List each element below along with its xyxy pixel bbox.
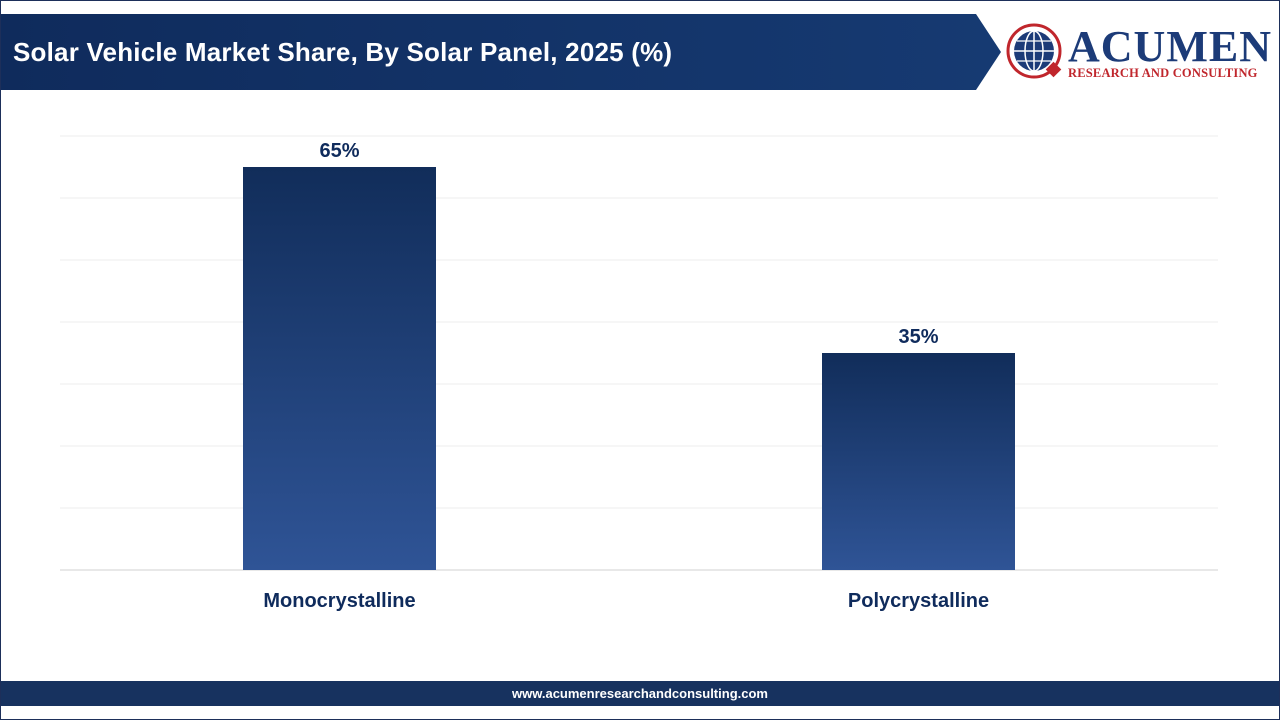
- title-bar: Solar Vehicle Market Share, By Solar Pan…: [1, 14, 1001, 90]
- category-label-monocrystalline: Monocrystalline: [263, 590, 415, 612]
- data-label-monocrystalline: 65%: [319, 140, 359, 162]
- category-label-polycrystalline: Polycrystalline: [848, 590, 989, 612]
- grid-lines: [60, 135, 1218, 509]
- page-title: Solar Vehicle Market Share, By Solar Pan…: [13, 37, 673, 67]
- logo-subtitle: RESEARCH AND CONSULTING: [1068, 66, 1258, 80]
- acumen-logo: ACUMEN RESEARCH AND CONSULTING: [1006, 22, 1271, 84]
- data-label-polycrystalline: 35%: [898, 326, 938, 348]
- logo-wordmark: ACUMEN: [1068, 22, 1272, 71]
- footer-url: www.acumenresearchandconsulting.com: [1, 681, 1279, 706]
- bars-group: 65% Monocrystalline 35% Polycrystalline: [243, 140, 1015, 612]
- bar-polycrystalline: [822, 353, 1015, 570]
- globe-icon: [1006, 23, 1062, 79]
- bar-monocrystalline: [243, 167, 436, 570]
